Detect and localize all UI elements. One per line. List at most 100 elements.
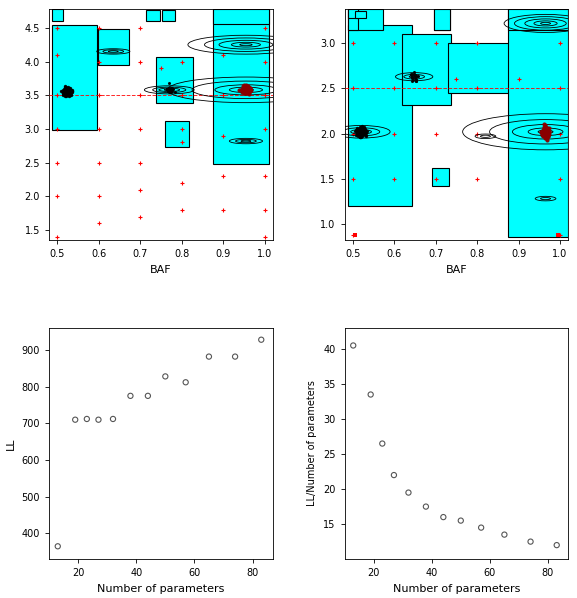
Point xyxy=(362,131,371,141)
Point xyxy=(82,414,91,424)
Point xyxy=(544,131,553,141)
Point xyxy=(539,128,548,138)
Point xyxy=(541,127,550,137)
Point xyxy=(357,128,366,138)
Point xyxy=(540,126,549,136)
Point xyxy=(541,120,550,129)
Point xyxy=(63,87,73,97)
Point xyxy=(240,84,249,93)
Point xyxy=(543,129,552,138)
Point xyxy=(64,87,73,97)
Point xyxy=(355,122,365,132)
Point xyxy=(242,86,252,95)
Point xyxy=(242,87,251,96)
Point xyxy=(143,391,152,401)
Point xyxy=(63,84,72,93)
Point xyxy=(64,86,73,96)
Point xyxy=(164,83,173,93)
Point xyxy=(167,85,176,94)
Point xyxy=(355,126,365,136)
Point xyxy=(63,90,73,99)
Point xyxy=(357,126,366,135)
Point xyxy=(65,89,74,98)
Point xyxy=(361,129,370,138)
Point xyxy=(439,512,448,522)
X-axis label: Number of parameters: Number of parameters xyxy=(393,584,520,594)
Point xyxy=(242,86,251,95)
Point xyxy=(240,87,249,96)
Point xyxy=(239,84,249,94)
Point xyxy=(389,470,399,480)
Bar xyxy=(508,9,568,30)
Point xyxy=(240,87,249,97)
Point xyxy=(412,76,421,86)
Point xyxy=(539,124,549,133)
Point xyxy=(62,88,72,97)
Point xyxy=(352,127,361,137)
Point xyxy=(355,127,364,136)
Point xyxy=(409,69,418,79)
Point xyxy=(541,126,550,135)
Point xyxy=(406,69,415,79)
Point xyxy=(238,85,248,94)
Point xyxy=(359,123,368,132)
Point xyxy=(67,90,76,100)
Point xyxy=(241,81,250,90)
Point xyxy=(243,86,252,95)
X-axis label: BAF: BAF xyxy=(445,265,467,274)
Point xyxy=(354,129,364,138)
Point xyxy=(242,83,252,92)
Point xyxy=(361,130,370,139)
Point xyxy=(356,132,365,142)
Point xyxy=(456,516,466,526)
Point xyxy=(542,127,551,136)
Point xyxy=(537,130,546,139)
Point xyxy=(242,83,251,93)
Point xyxy=(541,129,550,138)
Point xyxy=(63,86,73,95)
Point xyxy=(241,86,250,95)
Point xyxy=(166,84,175,94)
Point xyxy=(63,87,72,96)
Point xyxy=(243,82,253,91)
Point xyxy=(65,84,74,93)
Point xyxy=(544,129,553,138)
Point xyxy=(242,85,252,94)
Bar xyxy=(348,9,358,30)
Point xyxy=(239,89,249,98)
Point xyxy=(163,85,173,94)
Point xyxy=(243,83,253,93)
Point xyxy=(545,123,554,132)
Point xyxy=(241,88,250,97)
Point xyxy=(352,125,361,135)
Point xyxy=(126,391,135,401)
Point xyxy=(357,128,366,138)
Point xyxy=(67,89,76,98)
Point xyxy=(241,83,250,92)
Point xyxy=(544,126,553,135)
Point xyxy=(57,86,66,96)
Point xyxy=(539,125,549,135)
Point xyxy=(541,129,550,139)
Point xyxy=(240,86,249,96)
Point xyxy=(241,85,250,94)
Point xyxy=(164,87,173,97)
Point xyxy=(545,126,554,136)
Point xyxy=(168,83,177,93)
Point xyxy=(243,87,253,97)
Point xyxy=(541,128,550,138)
Point xyxy=(349,341,358,350)
Point xyxy=(542,126,551,136)
Point xyxy=(541,125,550,135)
Point xyxy=(421,502,430,511)
Point xyxy=(540,129,549,138)
Point xyxy=(240,85,249,94)
Point xyxy=(240,88,249,97)
Point xyxy=(539,124,549,134)
Point xyxy=(242,86,251,95)
Point xyxy=(63,89,73,98)
Point xyxy=(243,84,252,93)
Point xyxy=(538,129,548,138)
Point xyxy=(360,127,369,136)
Point xyxy=(181,377,190,387)
